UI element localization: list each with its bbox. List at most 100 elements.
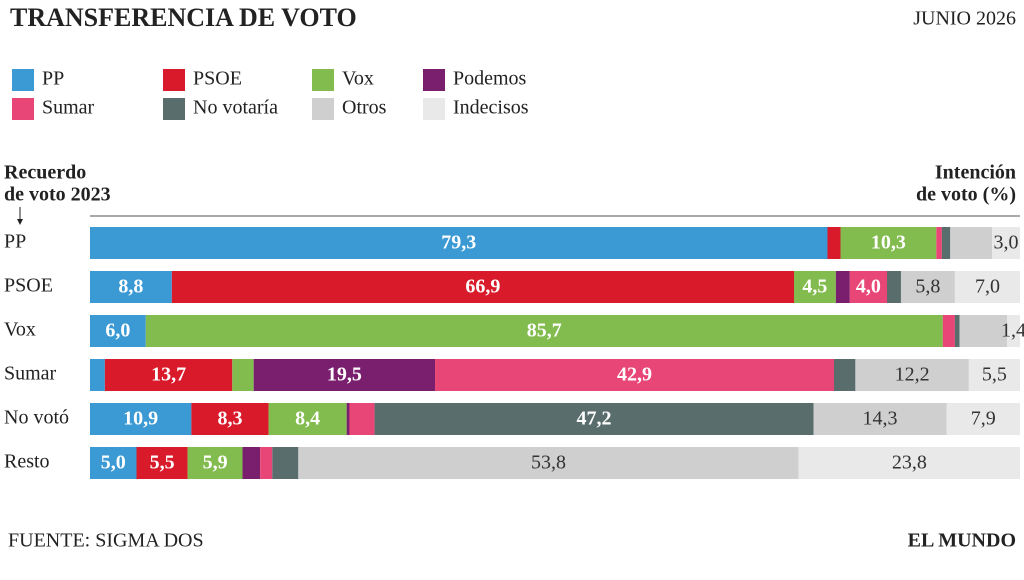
bar-segment xyxy=(260,447,273,479)
legend-swatch xyxy=(12,98,34,120)
legend-label: Indecisos xyxy=(453,97,529,119)
brand: EL MUNDO xyxy=(908,530,1016,552)
category-label: PP xyxy=(4,231,26,253)
left-label: Recuerdo xyxy=(4,162,86,184)
bar-segment xyxy=(968,359,1020,391)
value-label: 7,0 xyxy=(975,276,1000,298)
value-label: 5,5 xyxy=(150,452,175,474)
value-label: 6,0 xyxy=(105,320,130,342)
value-label: 8,4 xyxy=(295,408,320,430)
bar-segment xyxy=(90,359,105,391)
bar-segment xyxy=(813,403,947,435)
legend-label: PP xyxy=(42,68,64,90)
bar-segment xyxy=(349,403,375,435)
bar-segment xyxy=(187,447,243,479)
bar-segment xyxy=(268,403,347,435)
bar-segment xyxy=(1006,315,1020,347)
value-label: 10,9 xyxy=(123,408,158,430)
value-label: 1,4 xyxy=(1001,320,1024,342)
bar-segment xyxy=(272,447,299,479)
category-label: No votó xyxy=(4,407,69,429)
bar-segment xyxy=(954,271,1020,303)
bar-segment xyxy=(794,271,836,303)
value-label: 42,9 xyxy=(617,364,652,386)
legend-swatch xyxy=(163,69,185,91)
category-label: PSOE xyxy=(4,275,53,297)
bar-segment xyxy=(855,359,969,391)
bar-segment xyxy=(827,227,841,259)
source: FUENTE: SIGMA DOS xyxy=(8,530,204,552)
bar-segment xyxy=(798,447,1020,479)
legend-label: Otros xyxy=(342,97,387,119)
bar-segment xyxy=(840,227,937,259)
right-label: Intención xyxy=(935,162,1016,184)
bar-segment xyxy=(346,403,350,435)
bar-segment xyxy=(145,315,943,347)
legend-label: No votaría xyxy=(193,97,278,119)
bar-segment xyxy=(992,227,1020,259)
bar-segment xyxy=(900,271,955,303)
bar-segment xyxy=(232,359,254,391)
bar-segment xyxy=(834,359,856,391)
value-label: 19,5 xyxy=(327,364,362,386)
bar-segment xyxy=(374,403,814,435)
right-label: de voto (%) xyxy=(916,184,1016,206)
bar-segment xyxy=(104,359,233,391)
value-label: 23,8 xyxy=(892,452,927,474)
bar-segment xyxy=(253,359,436,391)
value-label: 85,7 xyxy=(527,320,562,342)
chart-title: TRANSFERENCIA DE VOTO xyxy=(10,3,357,32)
bar-segment xyxy=(136,447,188,479)
legend-swatch xyxy=(423,98,445,120)
bar-segment xyxy=(936,227,942,259)
legend-swatch xyxy=(312,98,334,120)
value-label: 5,5 xyxy=(982,364,1007,386)
value-label: 7,9 xyxy=(971,408,996,430)
bar-segment xyxy=(90,315,146,347)
legend-label: Sumar xyxy=(42,97,95,119)
legend-label: Vox xyxy=(342,68,374,90)
value-label: 14,3 xyxy=(863,408,898,430)
legend-swatch xyxy=(12,69,34,91)
value-label: 47,2 xyxy=(577,408,612,430)
legend-swatch xyxy=(312,69,334,91)
value-label: 13,7 xyxy=(151,364,186,386)
value-label: 79,3 xyxy=(441,232,476,254)
bar-segment xyxy=(959,315,1007,347)
value-label: 8,8 xyxy=(118,276,143,298)
bar-segment xyxy=(171,271,795,303)
bar-segment xyxy=(849,271,888,303)
left-label: de voto 2023 xyxy=(4,184,111,206)
legend-label: Podemos xyxy=(453,68,527,90)
value-label: 5,9 xyxy=(203,452,228,474)
category-label: Sumar xyxy=(4,363,57,385)
value-label: 5,0 xyxy=(101,452,126,474)
bar-segment xyxy=(298,447,799,479)
bar-segment xyxy=(90,447,137,479)
bar-segment xyxy=(90,227,828,259)
date: JUNIO 2026 xyxy=(913,8,1016,30)
value-label: 53,8 xyxy=(531,452,566,474)
legend-label: PSOE xyxy=(193,68,242,90)
value-label: 4,5 xyxy=(802,276,827,298)
bar-segment xyxy=(887,271,901,303)
value-label: 66,9 xyxy=(465,276,500,298)
bar-segment xyxy=(946,403,1020,435)
bar-segment xyxy=(950,227,993,259)
bar-segment xyxy=(942,315,955,347)
legend-swatch xyxy=(423,69,445,91)
value-label: 4,0 xyxy=(856,276,881,298)
value-label: 5,8 xyxy=(915,276,940,298)
bar-segment xyxy=(242,447,261,479)
value-label: 10,3 xyxy=(871,232,906,254)
category-label: Vox xyxy=(4,319,36,341)
bar-segment xyxy=(435,359,834,391)
value-label: 3,0 xyxy=(994,232,1019,254)
value-label: 8,3 xyxy=(217,408,242,430)
category-label: Resto xyxy=(4,451,50,473)
bar-segment xyxy=(941,227,951,259)
bar-segment xyxy=(90,271,172,303)
arrow-head xyxy=(17,219,23,225)
bar-segment xyxy=(835,271,850,303)
